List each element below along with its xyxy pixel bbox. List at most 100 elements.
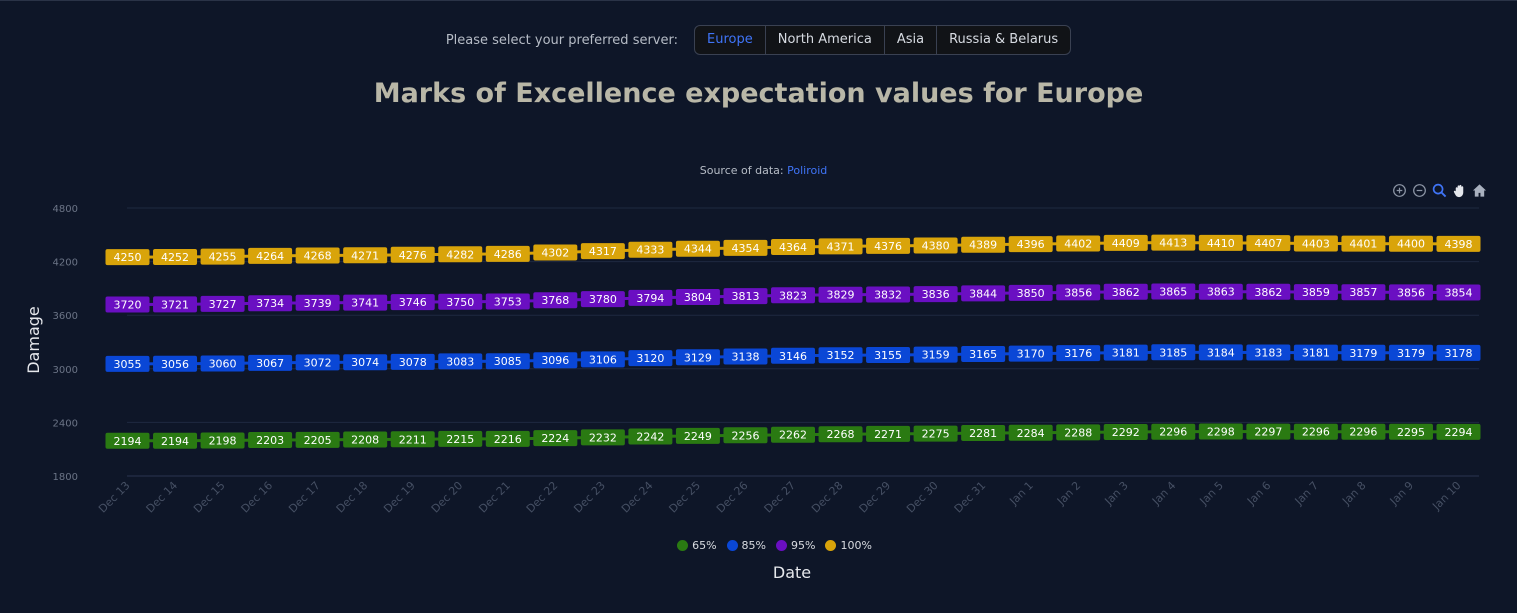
data-label: 2216	[494, 433, 522, 446]
server-selector: Please select your preferred server: Eur…	[0, 25, 1517, 55]
y-tick-label: 3000	[53, 365, 78, 376]
data-point	[438, 293, 483, 310]
zoom-out-icon[interactable]	[1412, 183, 1427, 198]
data-point	[675, 427, 720, 444]
data-label: 3055	[114, 358, 142, 371]
data-label: 3794	[636, 292, 664, 305]
zoom-in-icon[interactable]	[1392, 183, 1407, 198]
data-label: 4264	[256, 250, 284, 263]
data-point	[1103, 234, 1148, 251]
data-label: 3056	[161, 358, 189, 371]
home-icon[interactable]	[1472, 183, 1487, 198]
data-label: 4333	[636, 244, 664, 257]
data-label: 4268	[304, 250, 332, 263]
data-label: 3862	[1254, 286, 1282, 299]
legend-label: 85%	[741, 539, 766, 552]
data-point	[1436, 284, 1481, 301]
data-label: 2198	[209, 434, 237, 447]
data-label: 4403	[1302, 237, 1330, 250]
x-tick-label: Jan 9	[1387, 479, 1416, 508]
data-point	[1293, 235, 1338, 252]
data-label: 3085	[494, 355, 522, 368]
x-tick-label: Dec 25	[666, 479, 703, 516]
x-tick-label: Dec 24	[619, 479, 656, 516]
data-label: 3768	[541, 294, 569, 307]
data-label: 3854	[1445, 287, 1473, 300]
data-label: 2249	[684, 430, 712, 443]
server-prompt: Please select your preferred server:	[445, 32, 678, 48]
data-label: 3721	[161, 298, 189, 311]
data-point	[961, 425, 1006, 442]
data-point	[1293, 344, 1338, 361]
zoom-icon[interactable]	[1432, 183, 1447, 198]
x-tick-label: Jan 5	[1197, 479, 1226, 508]
server-north-america-button[interactable]: North America	[766, 26, 885, 54]
server-asia-button[interactable]: Asia	[885, 26, 938, 54]
data-label: 3750	[446, 296, 474, 309]
data-point	[1056, 284, 1101, 301]
data-label: 3832	[874, 288, 902, 301]
legend-swatch	[677, 540, 689, 551]
legend-item[interactable]: 85%	[726, 539, 766, 552]
legend-item[interactable]: 100%	[825, 539, 872, 552]
data-point	[533, 292, 578, 309]
data-label: 3179	[1397, 347, 1425, 360]
data-label: 4250	[114, 251, 142, 264]
data-point	[438, 353, 483, 370]
legend-label: 95%	[791, 539, 816, 552]
data-point	[1341, 423, 1386, 440]
data-point	[1388, 284, 1433, 301]
data-point	[153, 248, 198, 265]
data-label: 3753	[494, 296, 522, 309]
data-label: 2298	[1207, 426, 1235, 439]
data-label: 3072	[304, 356, 332, 369]
server-europe-button[interactable]: Europe	[695, 26, 766, 54]
data-label: 3720	[114, 298, 142, 311]
data-point	[1008, 284, 1053, 301]
x-tick-label: Dec 30	[904, 479, 941, 516]
data-point	[200, 432, 245, 449]
data-label: 3146	[779, 350, 807, 363]
data-point	[771, 238, 815, 255]
data-label: 4409	[1112, 237, 1140, 250]
server-russia-belarus-button[interactable]: Russia & Belarus	[949, 32, 1059, 47]
data-label: 2295	[1397, 426, 1425, 439]
data-point	[533, 352, 578, 369]
data-label: 4389	[969, 239, 997, 252]
data-label: 4364	[779, 241, 807, 254]
data-label: 3184	[1207, 346, 1235, 359]
data-label: 2205	[304, 434, 332, 447]
data-label: 4354	[731, 242, 759, 255]
chart-toolbar	[1392, 181, 1487, 199]
data-label: 4396	[1017, 238, 1045, 251]
source-link[interactable]: Poliroid	[787, 164, 828, 177]
data-point	[533, 244, 578, 261]
legend-item[interactable]: 65%	[677, 539, 717, 552]
data-point	[771, 287, 815, 304]
data-point	[818, 286, 863, 303]
data-label: 3083	[446, 355, 474, 368]
data-point	[438, 246, 483, 263]
data-label: 3159	[922, 349, 950, 362]
data-point	[248, 354, 293, 371]
data-point	[961, 285, 1006, 302]
data-point	[248, 431, 293, 448]
data-point	[485, 245, 530, 262]
data-point	[200, 248, 245, 265]
pan-icon[interactable]	[1452, 183, 1467, 198]
x-tick-label: Dec 27	[762, 479, 799, 516]
data-label: 3856	[1397, 286, 1425, 299]
data-label: 3739	[304, 297, 332, 310]
legend-item[interactable]: 95%	[776, 539, 815, 552]
data-label: 3829	[827, 289, 855, 302]
data-label: 3178	[1445, 347, 1473, 360]
data-point	[248, 295, 293, 312]
data-point	[723, 288, 768, 305]
data-point	[295, 354, 340, 371]
data-point	[628, 428, 673, 445]
data-label: 4344	[684, 243, 712, 256]
data-point	[771, 426, 815, 443]
data-point	[1436, 423, 1481, 440]
data-label: 2297	[1254, 426, 1282, 439]
data-label: 2292	[1112, 426, 1140, 439]
